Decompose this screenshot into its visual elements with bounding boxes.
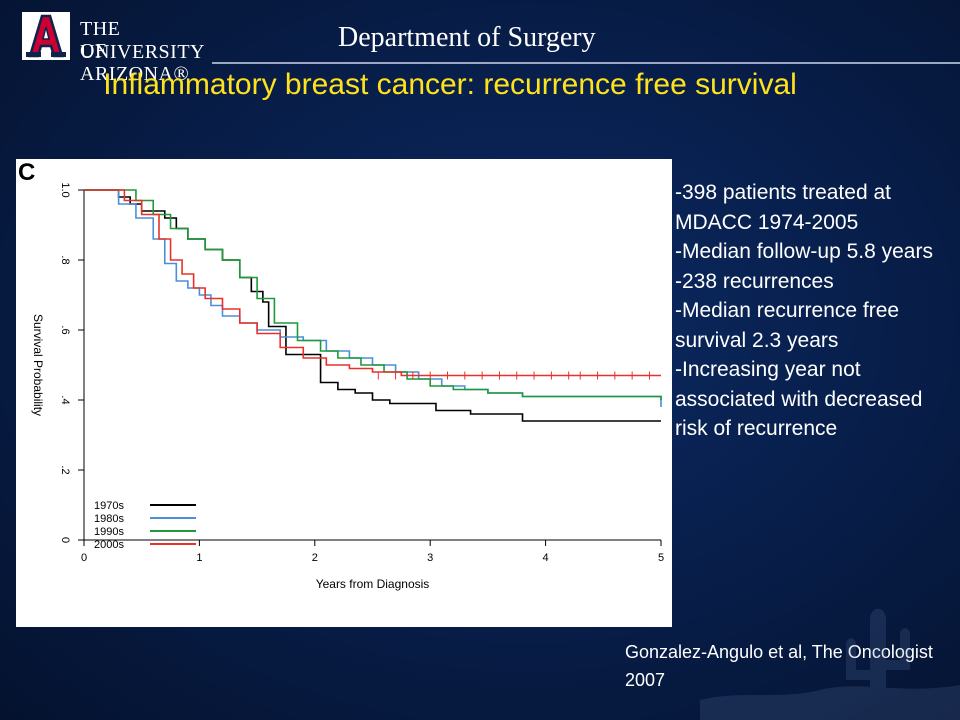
x-tick-label: 1: [196, 552, 202, 564]
survival-curve-1990s: [84, 189, 662, 400]
x-tick-label: 5: [658, 552, 664, 564]
university-name-line1: THE UNIVERSITY: [80, 18, 205, 63]
survival-chart-panel: C 0 1 2 3 4 5 0 .2 .4 .6 .8 1.0 Years from Diagnosis S…: [16, 159, 672, 627]
x-tick-label: 0: [81, 552, 87, 564]
x-tick-label: 4: [543, 552, 549, 564]
cactus-silhouette-icon: [700, 608, 960, 720]
x-tick-label: 2: [312, 552, 318, 564]
y-tick-label: 0: [59, 537, 71, 543]
header-divider: [212, 62, 960, 64]
survival-chart: C 0 1 2 3 4 5 0 .2 .4 .6 .8 1.0 Years from Diagnosis S…: [18, 159, 664, 591]
legend-label: 1980s: [94, 513, 124, 525]
finding-item: -Increasing year not associated with dec…: [675, 358, 923, 440]
department-name: Department of Surgery: [338, 22, 596, 53]
y-tick-label: .6: [59, 325, 71, 334]
finding-item: -Median recurrence free survival 2.3 yea…: [675, 299, 900, 352]
survival-curve-2000s: [84, 189, 661, 377]
y-tick-label: 1.0: [59, 182, 71, 197]
finding-item: -Median follow-up 5.8 years: [675, 240, 933, 263]
x-tick-label: 3: [427, 552, 433, 564]
finding-item: -238 recurrences: [675, 269, 834, 293]
y-axis-label: Survival Probability: [31, 314, 45, 416]
x-axis-label: Years from Diagnosis: [316, 577, 430, 591]
citation: Gonzalez-Angulo et al, The Oncologist 20…: [625, 642, 933, 690]
y-tick-label: .8: [59, 255, 71, 264]
panel-label: C: [18, 159, 35, 186]
university-name-line2: OF ARIZONA®: [80, 40, 190, 85]
findings-list: -398 patients treated at MDACC 1974-2005…: [675, 178, 960, 444]
legend-label: 2000s: [94, 539, 124, 551]
slide-title: Inflammatory breast cancer: recurrence f…: [103, 68, 797, 101]
university-logo: THE UNIVERSITY OF ARIZONA®: [22, 12, 212, 85]
legend-label: 1970s: [94, 500, 124, 512]
legend-label: 1990s: [94, 526, 124, 538]
finding-item: -398 patients treated at MDACC 1974-2005: [675, 181, 891, 234]
arizona-a-logo-icon: [22, 12, 70, 60]
y-tick-label: .2: [59, 465, 71, 474]
survival-curve-1970s: [84, 189, 661, 422]
y-tick-label: .4: [59, 395, 71, 404]
